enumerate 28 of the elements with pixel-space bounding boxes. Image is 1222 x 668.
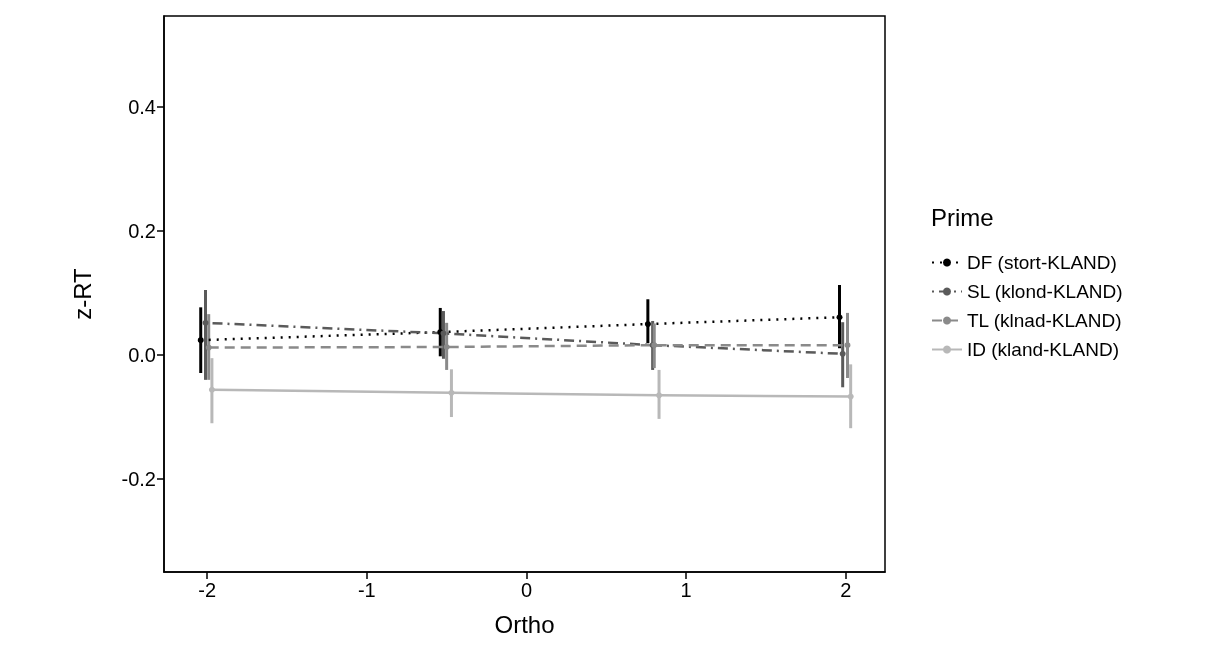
point [847, 393, 854, 400]
x-tick-label: 2 [840, 579, 852, 601]
legend-label: SL (klond-KLAND) [967, 281, 1123, 302]
x-tick-label: 0 [520, 579, 533, 601]
legend-label: ID (kland-KLAND) [967, 339, 1120, 360]
legend-label: DF (stort-KLAND) [967, 252, 1117, 273]
point [202, 319, 209, 326]
point [197, 337, 204, 344]
point [448, 389, 455, 396]
legend-title: Prime [931, 203, 994, 231]
point [205, 344, 212, 351]
x-tick-label: -2 [198, 579, 217, 601]
point [839, 350, 846, 357]
point [656, 392, 663, 399]
y-axis-title: z-RT [68, 267, 96, 320]
y-tick-label: 0.2 [128, 220, 156, 243]
y-tick-label: 0.4 [128, 96, 156, 119]
x-tick-label: 1 [680, 579, 692, 601]
point [443, 344, 450, 350]
point [208, 386, 215, 393]
x-tick-label: -1 [357, 579, 376, 601]
y-tick-label: 0.0 [128, 344, 156, 367]
y-tick-label: -0.2 [121, 468, 156, 491]
point [836, 314, 843, 321]
point [644, 321, 651, 328]
point [844, 342, 851, 349]
legend-label: TL (klnad-KLAND) [967, 310, 1122, 331]
x-axis-title: Ortho [494, 610, 555, 638]
